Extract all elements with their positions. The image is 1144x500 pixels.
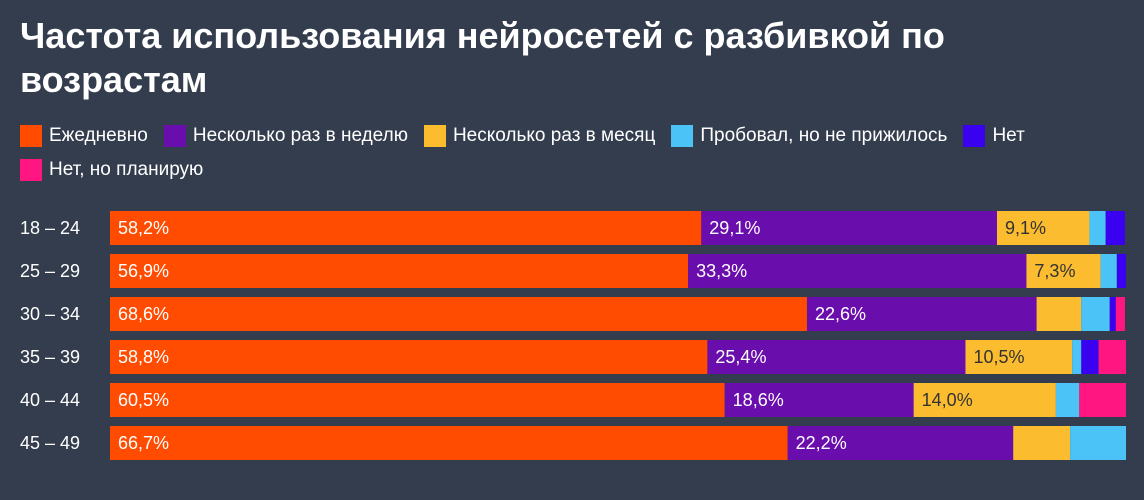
data-label: 68,6% xyxy=(118,304,169,324)
data-label: 58,8% xyxy=(118,347,169,367)
bar-segment xyxy=(1079,383,1126,417)
bar-segment xyxy=(1026,254,1101,288)
legend-swatch xyxy=(423,125,446,147)
bar-segment xyxy=(688,254,1027,288)
bar-segment xyxy=(1089,211,1106,245)
bar-segment xyxy=(787,426,1014,460)
category-label: 30 – 34 xyxy=(20,304,80,324)
data-label: 14,0% xyxy=(922,390,973,410)
category-label: 18 – 24 xyxy=(20,218,80,238)
bar-segment xyxy=(1013,426,1071,460)
bar-segment xyxy=(110,297,807,331)
category-label: 40 – 44 xyxy=(20,390,80,410)
bar-segment xyxy=(1105,211,1125,245)
data-label: 9,1% xyxy=(1005,218,1046,238)
legend-label: Ежедневно xyxy=(49,125,148,146)
legend-item-4: Пробовал, но не прижилось xyxy=(671,124,947,148)
category-label: 35 – 39 xyxy=(20,347,80,367)
bar-segment xyxy=(1055,383,1080,417)
data-label: 60,5% xyxy=(118,390,169,410)
legend-label: Несколько раз в неделю xyxy=(192,125,408,146)
data-label: 22,6% xyxy=(815,304,866,324)
data-label: 33,3% xyxy=(696,261,747,281)
bar-segment xyxy=(110,426,788,460)
bar-segment xyxy=(913,383,1056,417)
data-label: 66,7% xyxy=(118,433,169,453)
bar-segment xyxy=(1116,254,1126,288)
bar-segment xyxy=(1109,297,1116,331)
bar-segment xyxy=(965,340,1073,374)
legend-swatch xyxy=(671,125,694,147)
legend-swatch xyxy=(963,125,986,147)
bar-segment xyxy=(701,211,997,245)
data-label: 56,9% xyxy=(118,261,169,281)
legend-item-5: Нет xyxy=(963,124,1025,148)
data-label: 18,6% xyxy=(733,390,784,410)
bar-segment xyxy=(1081,297,1110,331)
bar-segment xyxy=(110,254,689,288)
data-label: 29,1% xyxy=(709,218,760,238)
bar-segment xyxy=(707,340,966,374)
bar-segment xyxy=(110,340,708,374)
legend-label: Нет, но планирую xyxy=(49,159,204,180)
data-label: 58,2% xyxy=(118,218,169,238)
legend-label: Нет xyxy=(992,125,1025,146)
legend-item-2: Несколько раз в неделю xyxy=(163,124,408,148)
data-label: 25,4% xyxy=(715,347,766,367)
bar-segment xyxy=(110,383,725,417)
bar-segment xyxy=(1115,297,1125,331)
legend-label: Пробовал, но не прижилось xyxy=(700,125,948,146)
data-label: 10,5% xyxy=(973,347,1024,367)
legend: Ежедневно Несколько раз в неделю Несколько… xyxy=(20,124,1130,182)
category-label: 25 – 29 xyxy=(20,261,80,281)
data-label: 22,2% xyxy=(796,433,847,453)
bar-segment xyxy=(996,211,1090,245)
legend-label: Несколько раз в месяц xyxy=(452,125,656,146)
bar-segment xyxy=(110,211,702,245)
bar-segment xyxy=(1072,340,1082,374)
bar-segment xyxy=(1036,297,1082,331)
data-label: 7,3% xyxy=(1034,261,1075,281)
category-label: 45 – 49 xyxy=(20,433,80,453)
legend-swatch xyxy=(163,125,186,147)
chart-title: Частота использования нейросетей с разби… xyxy=(20,15,945,100)
bar-segment xyxy=(1070,426,1126,460)
legend-item-6: Нет, но планирую xyxy=(20,158,203,182)
legend-item-3: Несколько раз в месяц xyxy=(423,124,656,148)
bar-segment xyxy=(1081,340,1099,374)
legend-item-1: Ежедневно xyxy=(20,124,148,148)
bar-segment xyxy=(806,297,1037,331)
bar-segment xyxy=(1098,340,1126,374)
bar-segment xyxy=(724,383,914,417)
bar-segment xyxy=(1100,254,1117,288)
legend-swatch xyxy=(20,159,42,181)
legend-swatch xyxy=(20,125,42,147)
